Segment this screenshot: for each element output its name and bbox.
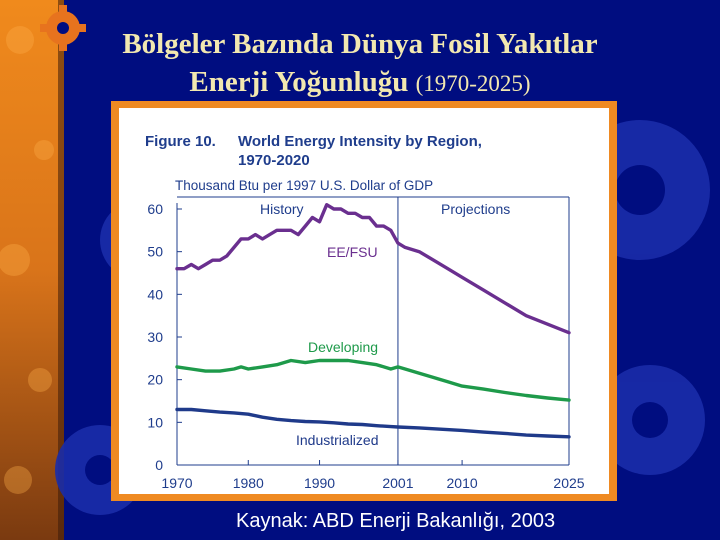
slide-title-years: (1970-2025) (415, 71, 531, 96)
chart-subtitle: Thousand Btu per 1997 U.S. Dollar of GDP (175, 178, 433, 193)
y-tick-label: 0 (155, 457, 163, 473)
figure-label: Figure 10. (145, 133, 216, 150)
y-tick-label: 30 (147, 329, 163, 345)
chart-panel (119, 108, 609, 494)
chart-title: World Energy Intensity by Region, (238, 133, 482, 150)
x-tick-label: 2001 (382, 475, 413, 491)
slide-title-bold-part: Enerji Yoğunluğu (189, 66, 409, 98)
x-axis-ticks: 1970 1980 1990 2001 2010 2025 (161, 460, 585, 491)
series-line-developing (175, 358, 571, 402)
slide-title-line1: Bölgeler Bazında Dünya Fosil Yakıtlar (122, 28, 598, 60)
corner-gear-icon (40, 5, 86, 51)
left-band-gear-decoration (0, 26, 54, 494)
y-axis-ticks: 0 10 20 30 40 50 60 (147, 201, 182, 473)
y-tick-label: 20 (147, 372, 163, 388)
series-label-ee-fsu: EE/FSU (327, 244, 378, 260)
history-label: History (260, 201, 304, 217)
series-label-industrialized: Industrialized (296, 432, 379, 448)
x-tick-label: 2010 (447, 475, 478, 491)
y-tick-label: 50 (147, 244, 163, 260)
slide-title-line2: Enerji Yoğunluğu (1970-2025) (60, 64, 660, 102)
projections-label: Projections (441, 201, 510, 217)
x-tick-label: 2025 (553, 475, 584, 491)
series-line-industrialized (175, 407, 571, 439)
chart-title-years: 1970-2020 (238, 152, 310, 169)
y-tick-label: 10 (147, 414, 163, 430)
series-lines (175, 202, 571, 439)
source-caption: Kaynak: ABD Enerji Bakanlığı, 2003 (236, 510, 556, 532)
y-tick-label: 60 (147, 201, 163, 217)
y-tick-label: 40 (147, 286, 163, 302)
x-tick-label: 1980 (233, 475, 264, 491)
x-tick-label: 1990 (304, 475, 335, 491)
series-line-ee-fsu (175, 202, 571, 335)
energy-intensity-chart: Figure 10. World Energy Intensity by Reg… (145, 133, 585, 491)
series-label-developing: Developing (308, 339, 378, 355)
x-tick-label: 1970 (161, 475, 192, 491)
